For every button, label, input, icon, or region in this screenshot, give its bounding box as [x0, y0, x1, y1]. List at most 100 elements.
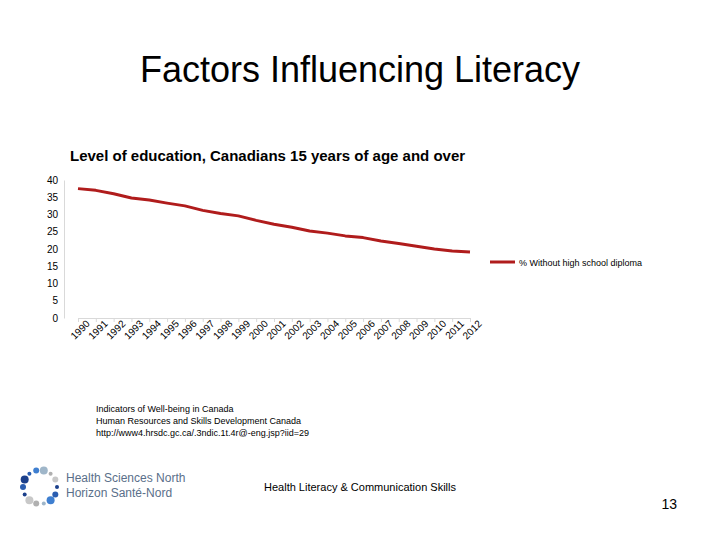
y-tick: 0	[52, 313, 64, 324]
logo-dot	[23, 492, 27, 496]
x-tick-mark	[327, 318, 328, 322]
x-tick-label: 2003	[300, 318, 324, 342]
x-tick-mark	[167, 318, 168, 322]
logo-dot	[49, 472, 53, 476]
x-tick: 1993	[122, 318, 146, 342]
y-tick-label: 0	[52, 313, 58, 324]
logo: Health Sciences NorthHorizon Santé-Nord	[20, 466, 185, 506]
x-tick-label: 2008	[389, 318, 413, 342]
x-tick-label: 1997	[193, 318, 217, 342]
slide-title: Factors Influencing Literacy	[140, 49, 580, 90]
logo-dot	[55, 485, 59, 489]
x-tick-mark	[185, 318, 186, 322]
y-tick-label: 10	[47, 278, 59, 289]
x-tick: 2004	[318, 318, 342, 342]
source: Indicators of Well-being in CanadaHuman …	[96, 404, 309, 438]
x-tick: 1992	[104, 318, 128, 342]
logo-dot	[27, 472, 31, 476]
legend-item: % Without high school diploma	[490, 258, 642, 268]
x-tick-mark	[149, 318, 150, 322]
y-tick: 25	[47, 226, 64, 237]
x-tick-mark	[452, 318, 453, 322]
x-tick: 2009	[407, 318, 431, 342]
y-tick-label: 15	[47, 261, 59, 272]
y-tick: 15	[47, 261, 64, 272]
x-tick: 2001	[264, 318, 288, 342]
logo-dot	[25, 496, 33, 504]
x-tick: 1990	[68, 318, 92, 342]
logo-dot	[42, 502, 46, 506]
x-tick-mark	[238, 318, 239, 322]
x-tick-label: 2004	[318, 318, 342, 342]
data-line	[78, 189, 470, 252]
x-tick-label: 1995	[158, 318, 182, 342]
slide: Factors Influencing Literacy Level of edu…	[0, 0, 720, 540]
x-tick-mark	[310, 318, 311, 322]
y-tick: 30	[47, 209, 64, 220]
logo-dot	[52, 491, 58, 497]
x-tick: 1997	[193, 318, 217, 342]
x-tick: 1991	[86, 318, 110, 342]
x-tick: 1999	[229, 318, 253, 342]
y-tick-label: 5	[52, 295, 58, 306]
page-number: 13	[661, 496, 677, 512]
x-tick: 2007	[371, 318, 395, 342]
x-tick-label: 2007	[371, 318, 395, 342]
x-tick-mark	[399, 318, 400, 322]
y-axis-line	[64, 181, 65, 319]
y-tick: 20	[47, 244, 64, 255]
x-tick-label: 1996	[175, 318, 199, 342]
x-tick-mark	[363, 318, 364, 322]
y-axis: 0 5 10 15 20 25 30 35 40	[47, 175, 65, 324]
x-tick-mark	[203, 318, 204, 322]
logo-dot	[21, 476, 29, 484]
plot-area	[78, 189, 470, 252]
x-tick-mark	[114, 318, 115, 322]
source-line: http://www4.hrsdc.gc.ca/.3ndic.1t.4r@-en…	[96, 428, 309, 438]
x-axis: 1990199119921993199419951996199719981999…	[68, 318, 484, 342]
y-tick-label: 25	[47, 226, 59, 237]
legend: % Without high school diploma	[490, 258, 642, 268]
footer: Health Literacy & Communication Skills	[264, 481, 456, 493]
legend-label: % Without high school diploma	[519, 258, 642, 268]
y-tick-label: 40	[47, 175, 59, 186]
x-tick-label: 2006	[354, 318, 378, 342]
y-tick-label: 30	[47, 209, 59, 220]
x-tick-label: 2010	[425, 318, 449, 342]
y-tick: 40	[47, 175, 64, 186]
x-tick-mark	[96, 318, 97, 322]
logo-text: Horizon Santé-Nord	[66, 486, 172, 500]
x-tick: 2008	[389, 318, 413, 342]
logo-dot	[47, 496, 55, 504]
x-tick-label: 2001	[264, 318, 288, 342]
x-tick-label: 1994	[140, 318, 164, 342]
x-tick: 2005	[336, 318, 360, 342]
x-tick: 2002	[282, 318, 306, 342]
x-tick: 2000	[247, 318, 271, 342]
x-tick: 1998	[211, 318, 235, 342]
logo-dot	[33, 501, 39, 507]
legend-swatch	[490, 261, 515, 264]
x-tick-label: 1990	[68, 318, 92, 342]
x-tick-mark	[381, 318, 382, 322]
y-tick: 35	[47, 192, 64, 203]
x-tick-label: 2009	[407, 318, 431, 342]
x-tick-label: 1993	[122, 318, 146, 342]
y-tick: 5	[52, 295, 64, 306]
x-tick-label: 2005	[336, 318, 360, 342]
x-tick-mark	[78, 318, 79, 322]
x-tick-mark	[256, 318, 257, 322]
x-tick: 2006	[354, 318, 378, 342]
logo-text: Health Sciences North	[66, 471, 185, 485]
x-tick: 2010	[425, 318, 449, 342]
y-tick-label: 35	[47, 192, 59, 203]
x-tick: 2012	[460, 318, 484, 342]
x-tick-mark	[221, 318, 222, 322]
x-tick-label: 2000	[247, 318, 271, 342]
logo-dot	[33, 467, 39, 473]
logo-dot	[40, 466, 48, 474]
x-tick-label: 1992	[104, 318, 128, 342]
x-tick: 1996	[175, 318, 199, 342]
chart-title: Level of education, Canadians 15 years o…	[70, 147, 465, 164]
source-line: Human Resources and Skills Development C…	[96, 416, 301, 426]
